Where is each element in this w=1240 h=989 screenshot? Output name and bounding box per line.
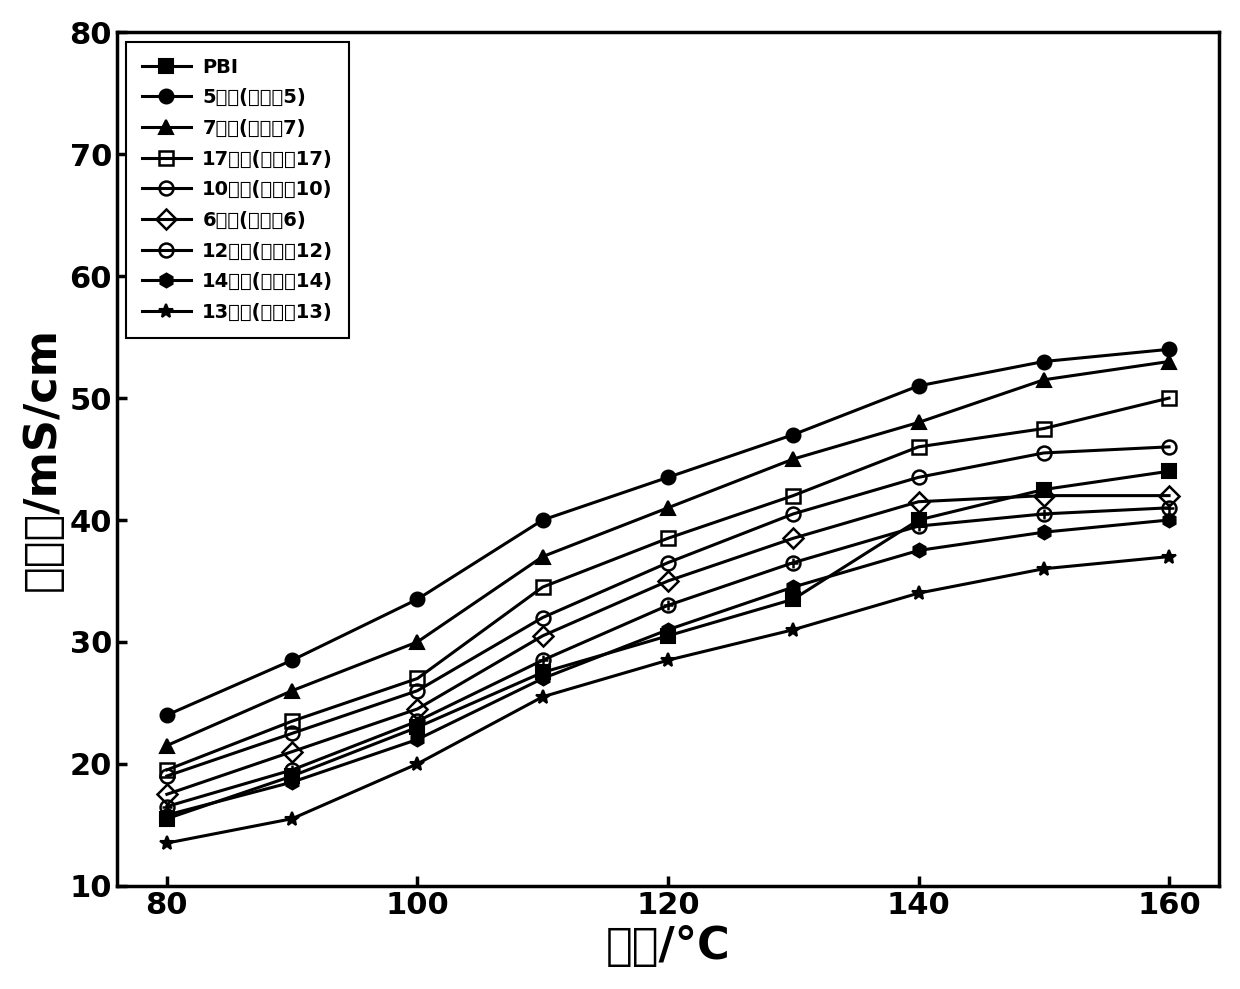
5号膜(实施例5)	[1162, 343, 1177, 355]
PBI	[410, 721, 425, 733]
PBI	[911, 514, 926, 526]
5号膜(实施例5)	[661, 472, 676, 484]
PBI	[1037, 484, 1052, 495]
12号膜(实施例12)	[661, 599, 676, 611]
17号膜(实施例17)	[1037, 422, 1052, 434]
12号膜(实施例12)	[536, 655, 551, 667]
PBI	[1162, 465, 1177, 477]
7号膜(实施例7)	[661, 501, 676, 513]
Y-axis label: 电导率/mS/cm: 电导率/mS/cm	[21, 327, 63, 591]
17号膜(实施例17)	[1162, 393, 1177, 405]
7号膜(实施例7)	[1037, 374, 1052, 386]
14号膜(实施例14)	[536, 673, 551, 684]
13号膜(实施例13)	[786, 624, 801, 636]
10号膜(实施例10)	[1162, 441, 1177, 453]
5号膜(实施例5)	[786, 428, 801, 440]
12号膜(实施例12)	[911, 520, 926, 532]
Line: 14号膜(实施例14): 14号膜(实施例14)	[160, 513, 1176, 822]
10号膜(实施例10)	[410, 684, 425, 696]
13号膜(实施例13)	[1162, 551, 1177, 563]
6号膜(实施例6)	[786, 532, 801, 544]
12号膜(实施例12)	[160, 800, 175, 812]
13号膜(实施例13)	[160, 837, 175, 849]
7号膜(实施例7)	[536, 551, 551, 563]
17号膜(实施例17)	[786, 490, 801, 501]
6号膜(实施例6)	[661, 575, 676, 586]
12号膜(实施例12)	[1037, 508, 1052, 520]
7号膜(实施例7)	[911, 416, 926, 428]
17号膜(实施例17)	[160, 764, 175, 775]
Line: 7号膜(实施例7): 7号膜(实施例7)	[160, 355, 1176, 753]
Line: 5号膜(实施例5): 5号膜(实施例5)	[160, 342, 1176, 722]
12号膜(实施例12)	[1162, 501, 1177, 513]
Line: 12号膜(实施例12): 12号膜(实施例12)	[160, 500, 1176, 813]
17号膜(实施例17)	[536, 582, 551, 593]
12号膜(实施例12)	[786, 557, 801, 569]
7号膜(实施例7)	[786, 453, 801, 465]
7号膜(实施例7)	[285, 684, 300, 696]
13号膜(实施例13)	[661, 655, 676, 667]
Line: 17号膜(实施例17): 17号膜(实施例17)	[160, 391, 1176, 777]
7号膜(实施例7)	[1162, 356, 1177, 368]
10号膜(实施例10)	[661, 557, 676, 569]
Line: 13号膜(实施例13): 13号膜(实施例13)	[160, 550, 1176, 850]
12号膜(实施例12)	[285, 764, 300, 775]
10号膜(实施例10)	[911, 472, 926, 484]
6号膜(实施例6)	[911, 495, 926, 507]
5号膜(实施例5)	[410, 593, 425, 605]
6号膜(实施例6)	[536, 630, 551, 642]
5号膜(实施例5)	[536, 514, 551, 526]
10号膜(实施例10)	[536, 611, 551, 623]
7号膜(实施例7)	[160, 740, 175, 752]
13号膜(实施例13)	[911, 587, 926, 599]
17号膜(实施例17)	[410, 673, 425, 684]
Line: PBI: PBI	[160, 464, 1176, 826]
14号膜(实施例14)	[285, 776, 300, 788]
13号膜(实施例13)	[536, 691, 551, 703]
PBI	[160, 813, 175, 825]
6号膜(实施例6)	[160, 788, 175, 800]
17号膜(实施例17)	[285, 715, 300, 727]
6号膜(实施例6)	[1037, 490, 1052, 501]
6号膜(实施例6)	[285, 746, 300, 758]
17号膜(实施例17)	[661, 532, 676, 544]
14号膜(实施例14)	[1162, 514, 1177, 526]
5号膜(实施例5)	[1037, 356, 1052, 368]
10号膜(实施例10)	[285, 728, 300, 740]
13号膜(实施例13)	[1037, 563, 1052, 575]
5号膜(实施例5)	[911, 380, 926, 392]
10号膜(实施例10)	[160, 770, 175, 782]
6号膜(实施例6)	[1162, 490, 1177, 501]
X-axis label: 温度/°C: 温度/°C	[605, 925, 730, 968]
PBI	[536, 667, 551, 678]
14号膜(实施例14)	[410, 734, 425, 746]
PBI	[786, 593, 801, 605]
7号膜(实施例7)	[410, 636, 425, 648]
Line: 6号膜(实施例6): 6号膜(实施例6)	[160, 489, 1176, 801]
17号膜(实施例17)	[911, 441, 926, 453]
13号膜(实施例13)	[285, 813, 300, 825]
PBI	[661, 630, 676, 642]
14号膜(实施例14)	[911, 545, 926, 557]
14号膜(实施例14)	[1037, 526, 1052, 538]
13号膜(实施例13)	[410, 758, 425, 769]
10号膜(实施例10)	[786, 508, 801, 520]
Legend: PBI, 5号膜(实施例5), 7号膜(实施例7), 17号膜(实施例17), 10号膜(实施例10), 6号膜(实施例6), 12号膜(实施例12), 14号: PBI, 5号膜(实施例5), 7号膜(实施例7), 17号膜(实施例17), …	[126, 43, 348, 337]
12号膜(实施例12)	[410, 715, 425, 727]
14号膜(实施例14)	[661, 624, 676, 636]
14号膜(实施例14)	[786, 582, 801, 593]
6号膜(实施例6)	[410, 703, 425, 715]
10号膜(实施例10)	[1037, 447, 1052, 459]
14号膜(实施例14)	[160, 809, 175, 821]
5号膜(实施例5)	[285, 655, 300, 667]
PBI	[285, 770, 300, 782]
Line: 10号膜(实施例10): 10号膜(实施例10)	[160, 440, 1176, 783]
5号膜(实施例5)	[160, 709, 175, 721]
